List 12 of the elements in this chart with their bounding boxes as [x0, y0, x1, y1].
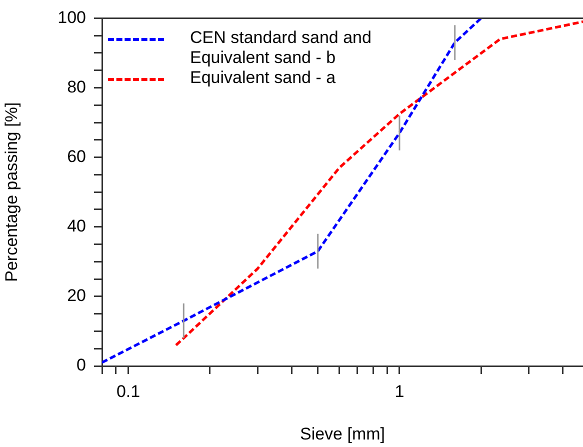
x-axis-title: Sieve [mm]	[300, 424, 386, 444]
y-tick-label: 0	[76, 356, 86, 375]
x-tick-label: 1	[394, 382, 404, 401]
y-tick-label: 20	[67, 286, 86, 306]
y-tick-label: 40	[67, 216, 86, 236]
x-tick-label: 0.1	[116, 382, 140, 401]
legend-label: CEN standard sand and Equivalent sand - b	[190, 28, 372, 68]
y-tick-label: 60	[67, 147, 86, 166]
legend-label: Equivalent sand - a	[190, 68, 336, 88]
y-tick-label: 80	[67, 77, 86, 96]
y-axis-title: Percentage passing [%]	[2, 102, 21, 282]
y-tick-label: 100	[58, 8, 86, 27]
